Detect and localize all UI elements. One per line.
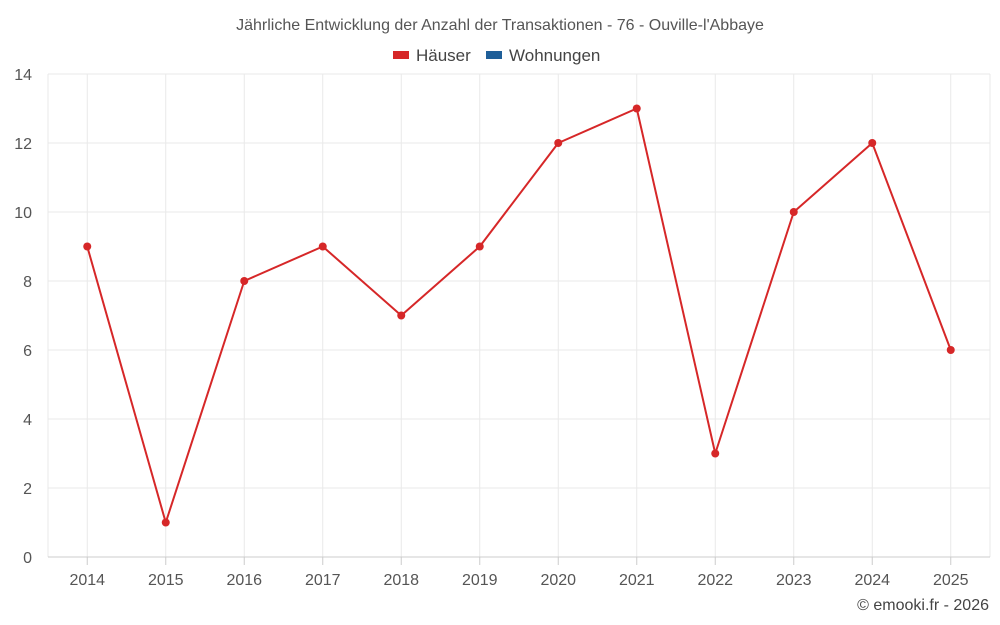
y-tick-label: 0: [23, 550, 32, 567]
data-point[interactable]: [632, 104, 641, 113]
data-point[interactable]: [946, 346, 955, 354]
y-tick-label: 6: [23, 343, 32, 360]
legend-swatch-apartments: [486, 51, 502, 59]
x-tick-label: 2020: [540, 572, 576, 589]
series-line-0: [86, 107, 952, 524]
x-tick-label: 2015: [148, 572, 184, 589]
x-tick-label: 2019: [462, 572, 498, 589]
x-tick-label: 2025: [933, 572, 969, 589]
y-tick-label: 14: [14, 67, 32, 84]
y-axis-ticks: 0 2 4 6 8 10 12 14: [14, 67, 32, 567]
legend-swatch-houses: [393, 51, 409, 59]
legend-label-houses: Häuser: [416, 46, 471, 65]
data-point[interactable]: [318, 242, 327, 251]
x-tick-label: 2022: [697, 572, 733, 589]
legend-label-apartments: Wohnungen: [509, 46, 600, 65]
credit-text: © emooki.fr - 2026: [857, 597, 989, 614]
y-tick-label: 10: [14, 205, 32, 222]
data-point[interactable]: [397, 311, 406, 320]
x-tick-label: 2024: [854, 572, 890, 589]
series: [83, 104, 955, 527]
y-tick-label: 8: [23, 274, 32, 291]
data-point[interactable]: [711, 449, 720, 458]
legend: Häuser Wohnungen: [393, 46, 600, 65]
x-tick-label: 2018: [383, 572, 419, 589]
x-tick-label: 2017: [305, 572, 341, 589]
x-axis-ticks: 2014 2015 2016 2017 2018 2019 2020 2021 2022 2023…: [69, 557, 969, 589]
x-tick-label: 2021: [619, 572, 655, 589]
grid: [47, 73, 991, 558]
y-tick-label: 4: [23, 412, 32, 429]
legend-item-apartments[interactable]: Wohnungen: [486, 46, 600, 65]
y-tick-label: 2: [23, 481, 32, 498]
data-point[interactable]: [83, 242, 92, 251]
data-point[interactable]: [789, 208, 798, 216]
x-tick-label: 2016: [226, 572, 262, 589]
legend-item-houses[interactable]: Häuser: [393, 46, 471, 65]
data-point[interactable]: [868, 139, 877, 147]
chart-title: Jährliche Entwicklung der Anzahl der Tra…: [236, 17, 764, 34]
data-point[interactable]: [475, 242, 484, 251]
x-tick-label: 2014: [69, 572, 105, 589]
y-tick-label: 12: [14, 136, 32, 153]
data-point[interactable]: [554, 139, 563, 147]
data-point[interactable]: [240, 277, 249, 285]
x-tick-label: 2023: [776, 572, 812, 589]
data-point[interactable]: [161, 518, 170, 527]
